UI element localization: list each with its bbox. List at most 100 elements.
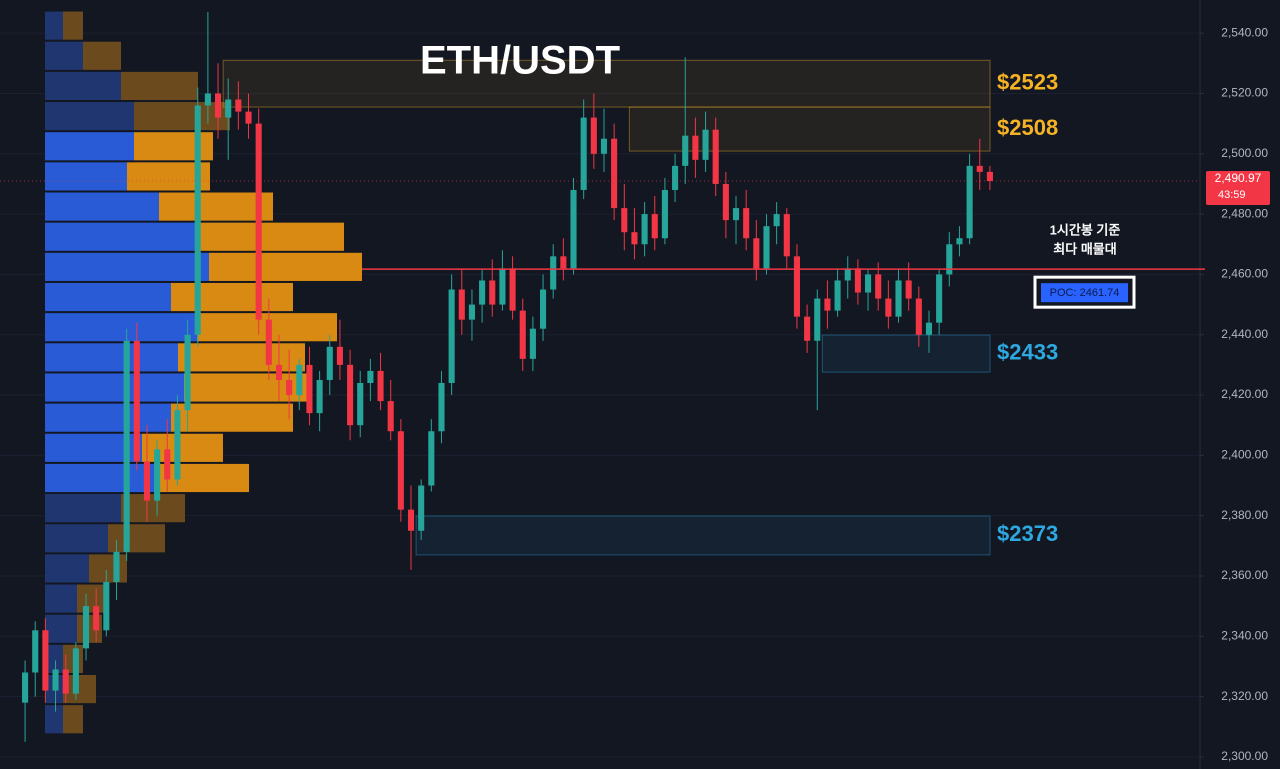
profile-buy-bar xyxy=(45,373,184,402)
candle-body xyxy=(763,226,770,269)
candle-body xyxy=(631,232,638,245)
candle-body xyxy=(722,183,729,221)
profile-buy-bar xyxy=(45,705,63,734)
candle-body xyxy=(570,189,577,269)
candle-body xyxy=(529,328,536,359)
candle-body xyxy=(499,268,506,305)
y-tick-label: 2,420.00 xyxy=(1221,387,1268,401)
profile-buy-bar xyxy=(45,614,77,643)
candle-body xyxy=(712,129,719,184)
candle-body xyxy=(519,310,526,359)
candle-body xyxy=(865,274,872,293)
candle-body xyxy=(22,672,29,703)
price-tag-label: 2,490.97 xyxy=(1215,171,1262,185)
profile-buy-bar xyxy=(45,554,89,583)
zone xyxy=(415,515,991,556)
candle-body xyxy=(235,99,242,112)
profile-buy-bar xyxy=(45,192,159,221)
candle-body xyxy=(225,99,232,118)
candle-body xyxy=(956,238,963,245)
profile-sell-bar xyxy=(77,584,108,613)
candle-body xyxy=(123,340,130,552)
candle-body xyxy=(458,289,465,320)
candle-body xyxy=(702,129,709,160)
zone xyxy=(222,59,991,108)
candle-body xyxy=(184,334,191,411)
y-tick-label: 2,340.00 xyxy=(1221,628,1268,642)
candle-body xyxy=(428,431,435,486)
profile-sell-bar xyxy=(89,554,127,583)
profile-sell-bar xyxy=(63,705,83,734)
candle-body xyxy=(976,165,983,172)
candle-body xyxy=(854,268,861,293)
candle-body xyxy=(397,431,404,510)
candle-body xyxy=(682,135,689,166)
poc-note: 최다 매물대 xyxy=(1053,242,1116,257)
candle-body xyxy=(986,171,993,182)
profile-sell-bar xyxy=(108,524,165,553)
profile-buy-bar xyxy=(45,584,77,613)
zones: $2523 $2508 $2433 $2373 xyxy=(222,59,1058,556)
candle-body xyxy=(326,346,333,380)
candle-body xyxy=(509,268,516,311)
profile-buy-bar xyxy=(45,102,134,131)
profile-buy-bar xyxy=(45,343,178,372)
candle-body xyxy=(265,319,272,365)
profile-buy-bar xyxy=(45,463,156,493)
candle-body xyxy=(743,208,750,239)
candle-body xyxy=(590,117,597,154)
candle-body xyxy=(672,165,679,190)
candle-body xyxy=(804,316,811,341)
profile-sell-bar xyxy=(134,132,213,161)
zone-label: $2373 xyxy=(997,521,1058,546)
profile-sell-bar xyxy=(156,463,249,493)
candle-body xyxy=(885,298,892,317)
profile-sell-bar xyxy=(178,343,305,372)
zone-label: $2523 xyxy=(997,69,1058,94)
candle-body xyxy=(82,606,90,649)
candle-body xyxy=(479,280,486,305)
volume-profile xyxy=(45,11,362,734)
candle-body xyxy=(347,364,354,426)
candle-body xyxy=(783,214,790,257)
candle-body xyxy=(915,298,922,335)
candle-body xyxy=(377,370,384,402)
profile-sell-bar xyxy=(63,11,83,40)
candle-body xyxy=(336,346,343,365)
candle-body xyxy=(844,268,851,281)
y-tick-label: 2,480.00 xyxy=(1221,206,1268,220)
candle-body xyxy=(133,340,140,462)
y-tick-label: 2,460.00 xyxy=(1221,267,1268,281)
profile-buy-bar xyxy=(45,71,121,101)
candle-body xyxy=(194,105,201,335)
candle-body xyxy=(72,648,79,694)
poc-note: 1시간봉 기준 xyxy=(1050,223,1121,238)
y-tick-label: 2,440.00 xyxy=(1221,327,1268,341)
profile-buy-bar xyxy=(45,222,197,251)
candle-body xyxy=(600,138,608,154)
zone-label: $2433 xyxy=(997,339,1058,364)
y-tick-label: 2,380.00 xyxy=(1221,508,1268,522)
candle-body xyxy=(641,214,648,245)
candle-body xyxy=(93,606,100,631)
candle-body xyxy=(448,289,455,383)
profile-sell-bar xyxy=(134,102,230,131)
y-tick-label: 2,520.00 xyxy=(1221,86,1268,100)
candle-body xyxy=(215,93,222,118)
profile-sell-bar xyxy=(121,71,198,101)
candle-body xyxy=(407,509,415,531)
candle-body xyxy=(367,370,374,383)
price-tag-countdown: 43:59 xyxy=(1218,189,1246,201)
poc-box-outline xyxy=(1033,275,1136,309)
candle-body xyxy=(286,379,293,396)
candle-body xyxy=(316,379,323,414)
poc-label: POC: 2461.74 xyxy=(1050,287,1120,299)
profile-buy-bar xyxy=(45,252,209,281)
candle-body xyxy=(732,208,740,221)
candle-body xyxy=(296,364,303,396)
candle-body xyxy=(773,214,780,227)
y-tick-label: 2,300.00 xyxy=(1221,749,1268,763)
profile-buy-bar xyxy=(45,132,134,161)
candle-body xyxy=(753,238,760,269)
profile-sell-bar xyxy=(209,252,362,281)
